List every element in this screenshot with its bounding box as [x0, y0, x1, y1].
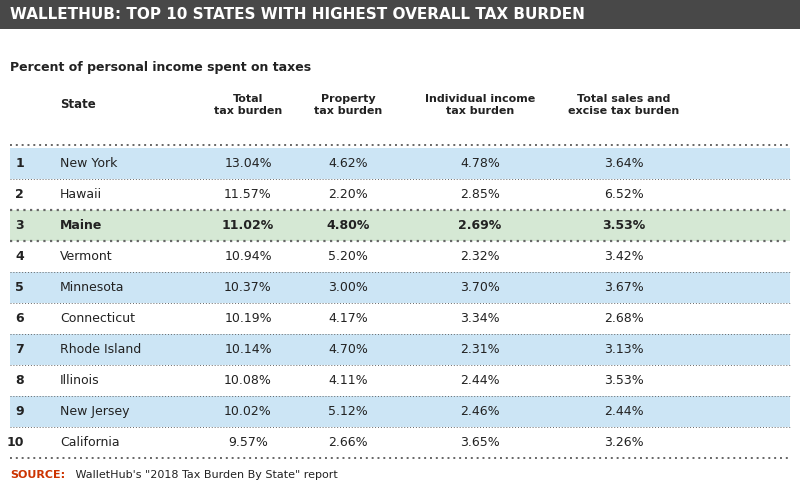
Text: 9: 9 [15, 405, 24, 418]
Text: 6: 6 [15, 312, 24, 325]
Text: Connecticut: Connecticut [60, 312, 135, 325]
Text: 2.31%: 2.31% [460, 343, 500, 356]
Text: 3.64%: 3.64% [604, 157, 644, 170]
Text: 4.11%: 4.11% [328, 374, 368, 387]
Text: 5.20%: 5.20% [328, 250, 368, 263]
Text: 3.13%: 3.13% [604, 343, 644, 356]
Text: 2.20%: 2.20% [328, 188, 368, 201]
Text: Hawaii: Hawaii [60, 188, 102, 201]
Text: Maine: Maine [60, 219, 102, 232]
FancyBboxPatch shape [10, 334, 790, 365]
Text: 2.66%: 2.66% [328, 436, 368, 449]
Text: 11.02%: 11.02% [222, 219, 274, 232]
Text: 4.62%: 4.62% [328, 157, 368, 170]
Text: 3.34%: 3.34% [460, 312, 500, 325]
Text: 3.26%: 3.26% [604, 436, 644, 449]
Text: 5.12%: 5.12% [328, 405, 368, 418]
Text: 4: 4 [15, 250, 24, 263]
Text: Property
tax burden: Property tax burden [314, 94, 382, 116]
Text: 13.04%: 13.04% [224, 157, 272, 170]
Text: 10: 10 [6, 436, 24, 449]
Text: Individual income
tax burden: Individual income tax burden [425, 94, 535, 116]
Text: 7: 7 [15, 343, 24, 356]
Text: 10.08%: 10.08% [224, 374, 272, 387]
FancyBboxPatch shape [10, 427, 790, 458]
Text: California: California [60, 436, 120, 449]
Text: 2.32%: 2.32% [460, 250, 500, 263]
Text: Vermont: Vermont [60, 250, 113, 263]
Text: 1: 1 [15, 157, 24, 170]
Text: Total sales and
excise tax burden: Total sales and excise tax burden [568, 94, 680, 116]
FancyBboxPatch shape [10, 179, 790, 210]
Text: 4.78%: 4.78% [460, 157, 500, 170]
FancyBboxPatch shape [10, 210, 790, 241]
Text: 10.37%: 10.37% [224, 281, 272, 294]
FancyBboxPatch shape [10, 365, 790, 396]
Text: 10.02%: 10.02% [224, 405, 272, 418]
Text: 4.80%: 4.80% [326, 219, 370, 232]
Text: 10.94%: 10.94% [224, 250, 272, 263]
Text: 2.44%: 2.44% [604, 405, 644, 418]
Text: 9.57%: 9.57% [228, 436, 268, 449]
FancyBboxPatch shape [10, 148, 790, 179]
Text: 8: 8 [15, 374, 24, 387]
Text: 2.68%: 2.68% [604, 312, 644, 325]
Text: Percent of personal income spent on taxes: Percent of personal income spent on taxe… [10, 62, 311, 74]
Text: 3.70%: 3.70% [460, 281, 500, 294]
Text: 4.70%: 4.70% [328, 343, 368, 356]
Text: 6.52%: 6.52% [604, 188, 644, 201]
Text: 2.69%: 2.69% [458, 219, 502, 232]
FancyBboxPatch shape [0, 0, 800, 29]
FancyBboxPatch shape [10, 396, 790, 427]
Text: 3.00%: 3.00% [328, 281, 368, 294]
Text: Rhode Island: Rhode Island [60, 343, 142, 356]
Text: 4.17%: 4.17% [328, 312, 368, 325]
Text: 5: 5 [15, 281, 24, 294]
FancyBboxPatch shape [10, 241, 790, 272]
Text: 2.44%: 2.44% [460, 374, 500, 387]
Text: 3.53%: 3.53% [604, 374, 644, 387]
Text: 10.19%: 10.19% [224, 312, 272, 325]
Text: 2.85%: 2.85% [460, 188, 500, 201]
Text: Total
tax burden: Total tax burden [214, 94, 282, 116]
Text: 3.65%: 3.65% [460, 436, 500, 449]
Text: New Jersey: New Jersey [60, 405, 130, 418]
Text: 3.42%: 3.42% [604, 250, 644, 263]
FancyBboxPatch shape [10, 303, 790, 334]
Text: State: State [60, 98, 96, 112]
Text: 3: 3 [15, 219, 24, 232]
Text: SOURCE:: SOURCE: [10, 470, 65, 480]
Text: 2: 2 [15, 188, 24, 201]
FancyBboxPatch shape [10, 272, 790, 303]
Text: 10.14%: 10.14% [224, 343, 272, 356]
Text: Minnesota: Minnesota [60, 281, 125, 294]
Text: 3.53%: 3.53% [602, 219, 646, 232]
Text: WalletHub's "2018 Tax Burden By State" report: WalletHub's "2018 Tax Burden By State" r… [72, 470, 338, 480]
Text: 11.57%: 11.57% [224, 188, 272, 201]
Text: Illinois: Illinois [60, 374, 100, 387]
Text: 2.46%: 2.46% [460, 405, 500, 418]
Text: WALLETHUB: TOP 10 STATES WITH HIGHEST OVERALL TAX BURDEN: WALLETHUB: TOP 10 STATES WITH HIGHEST OV… [10, 7, 585, 22]
Text: 3.67%: 3.67% [604, 281, 644, 294]
Text: New York: New York [60, 157, 118, 170]
